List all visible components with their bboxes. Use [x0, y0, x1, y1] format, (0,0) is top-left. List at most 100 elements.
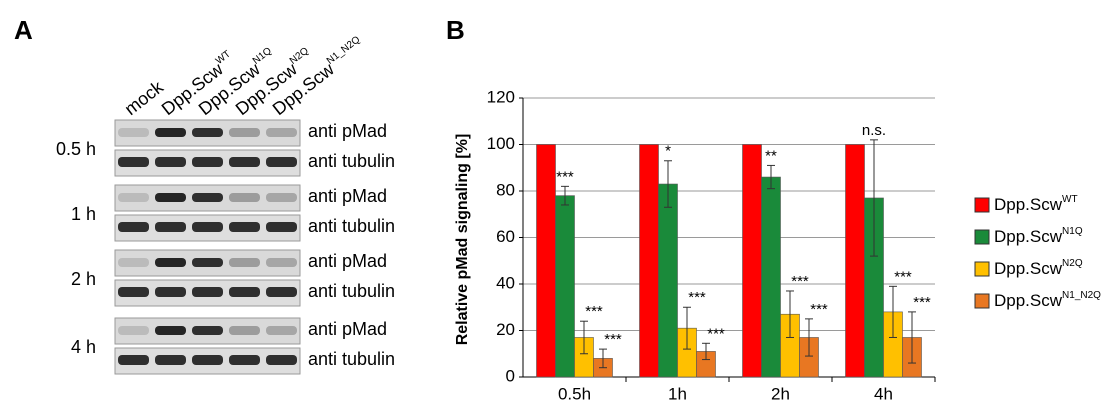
blot-band [155, 355, 186, 365]
blot-band [118, 326, 149, 335]
blot-band [118, 355, 149, 365]
legend-swatch [975, 294, 989, 308]
antibody-label: anti pMad [308, 186, 387, 206]
timepoint-label: 4 h [71, 337, 96, 357]
blot-band [266, 287, 297, 297]
y-tick-label: 100 [487, 134, 515, 153]
label-text: Dpp.Scw [994, 259, 1063, 278]
blot-band [155, 326, 186, 335]
blot-band [229, 222, 260, 232]
significance-label: * [665, 143, 671, 160]
blot-band [118, 128, 149, 137]
blot-band [266, 128, 297, 137]
blot-band [155, 193, 186, 202]
blot-band [118, 157, 149, 167]
blot-band [118, 193, 149, 202]
label-superscript: WT [1062, 194, 1078, 205]
label: Dpp.ScwN1Q [994, 226, 1083, 247]
timepoint-label: 1 h [71, 204, 96, 224]
bar [743, 145, 762, 378]
antibody-label: anti pMad [308, 319, 387, 339]
antibody-label: anti tubulin [308, 349, 395, 369]
blot-band [266, 355, 297, 365]
blot-band [192, 128, 223, 137]
timepoint-label: 2 h [71, 269, 96, 289]
x-tick-label: 0.5h [558, 384, 591, 403]
x-tick-label: 4h [874, 384, 893, 403]
label: mock [121, 76, 168, 119]
label-superscript: N2Q [1062, 258, 1083, 269]
legend-swatch [975, 198, 989, 212]
significance-label: ** [765, 147, 777, 164]
bar [762, 177, 781, 377]
significance-label: *** [688, 289, 706, 306]
significance-label: n.s. [862, 122, 886, 139]
blot-band [192, 193, 223, 202]
blot-band [229, 287, 260, 297]
bar [640, 145, 659, 378]
blot-band [155, 157, 186, 167]
significance-label: *** [585, 303, 603, 320]
blot-band [266, 222, 297, 232]
blot-band [192, 258, 223, 267]
significance-label: *** [913, 294, 931, 311]
blot-band [229, 157, 260, 167]
y-tick-label: 80 [496, 180, 515, 199]
antibody-label: anti pMad [308, 121, 387, 141]
label-text: Dpp.Scw [994, 227, 1063, 246]
label: Dpp.ScwN1_N2Q [994, 290, 1101, 311]
bar [659, 184, 678, 377]
significance-label: *** [791, 273, 809, 290]
label-superscript: N1Q [1062, 226, 1083, 237]
blot-band [192, 222, 223, 232]
antibody-label: anti tubulin [308, 281, 395, 301]
y-axis-title: Relative pMad signaling [%] [454, 134, 471, 346]
blot-band [155, 258, 186, 267]
legend-swatch [975, 230, 989, 244]
blot-band [118, 258, 149, 267]
blot-band [155, 222, 186, 232]
blot-band [229, 326, 260, 335]
significance-label: *** [894, 268, 912, 285]
antibody-label: anti pMad [308, 251, 387, 271]
label-superscript: N1Q [251, 45, 274, 66]
label-text: Dpp.Scw [994, 195, 1063, 214]
figure: A B mockDpp.ScwWTDpp.ScwN1QDpp.ScwN2QDpp… [0, 0, 1117, 405]
significance-label: *** [604, 331, 622, 348]
blot-band [155, 287, 186, 297]
label-text: Dpp.Scw [994, 291, 1063, 310]
blot-band [192, 157, 223, 167]
significance-label: *** [810, 301, 828, 318]
blot-band [229, 258, 260, 267]
panel-label: B [446, 15, 465, 45]
blot-band [266, 326, 297, 335]
blot-band [229, 193, 260, 202]
y-tick-label: 20 [496, 320, 515, 339]
significance-label: *** [556, 168, 574, 185]
label: Dpp.ScwWT [994, 194, 1078, 215]
legend-swatch [975, 262, 989, 276]
antibody-label: anti tubulin [308, 216, 395, 236]
x-tick-label: 2h [771, 384, 790, 403]
blot-band [229, 128, 260, 137]
blot-band [229, 355, 260, 365]
x-tick-label: 1h [668, 384, 687, 403]
antibody-label: anti tubulin [308, 151, 395, 171]
blot-band [266, 193, 297, 202]
significance-label: *** [707, 325, 725, 342]
label-superscript: N2Q [288, 45, 311, 66]
label: Dpp.ScwN2Q [994, 258, 1083, 279]
blot-band [118, 222, 149, 232]
blot-band [266, 157, 297, 167]
bar [556, 196, 575, 377]
bar [846, 145, 865, 378]
timepoint-label: 0.5 h [56, 139, 96, 159]
label-superscript: N1_N2Q [325, 34, 363, 67]
y-tick-label: 120 [487, 87, 515, 106]
label-text: mock [121, 76, 168, 119]
y-tick-label: 60 [496, 227, 515, 246]
blot-band [155, 128, 186, 137]
blot-band [118, 287, 149, 297]
bar [537, 145, 556, 378]
label-superscript: N1_N2Q [1062, 290, 1101, 301]
